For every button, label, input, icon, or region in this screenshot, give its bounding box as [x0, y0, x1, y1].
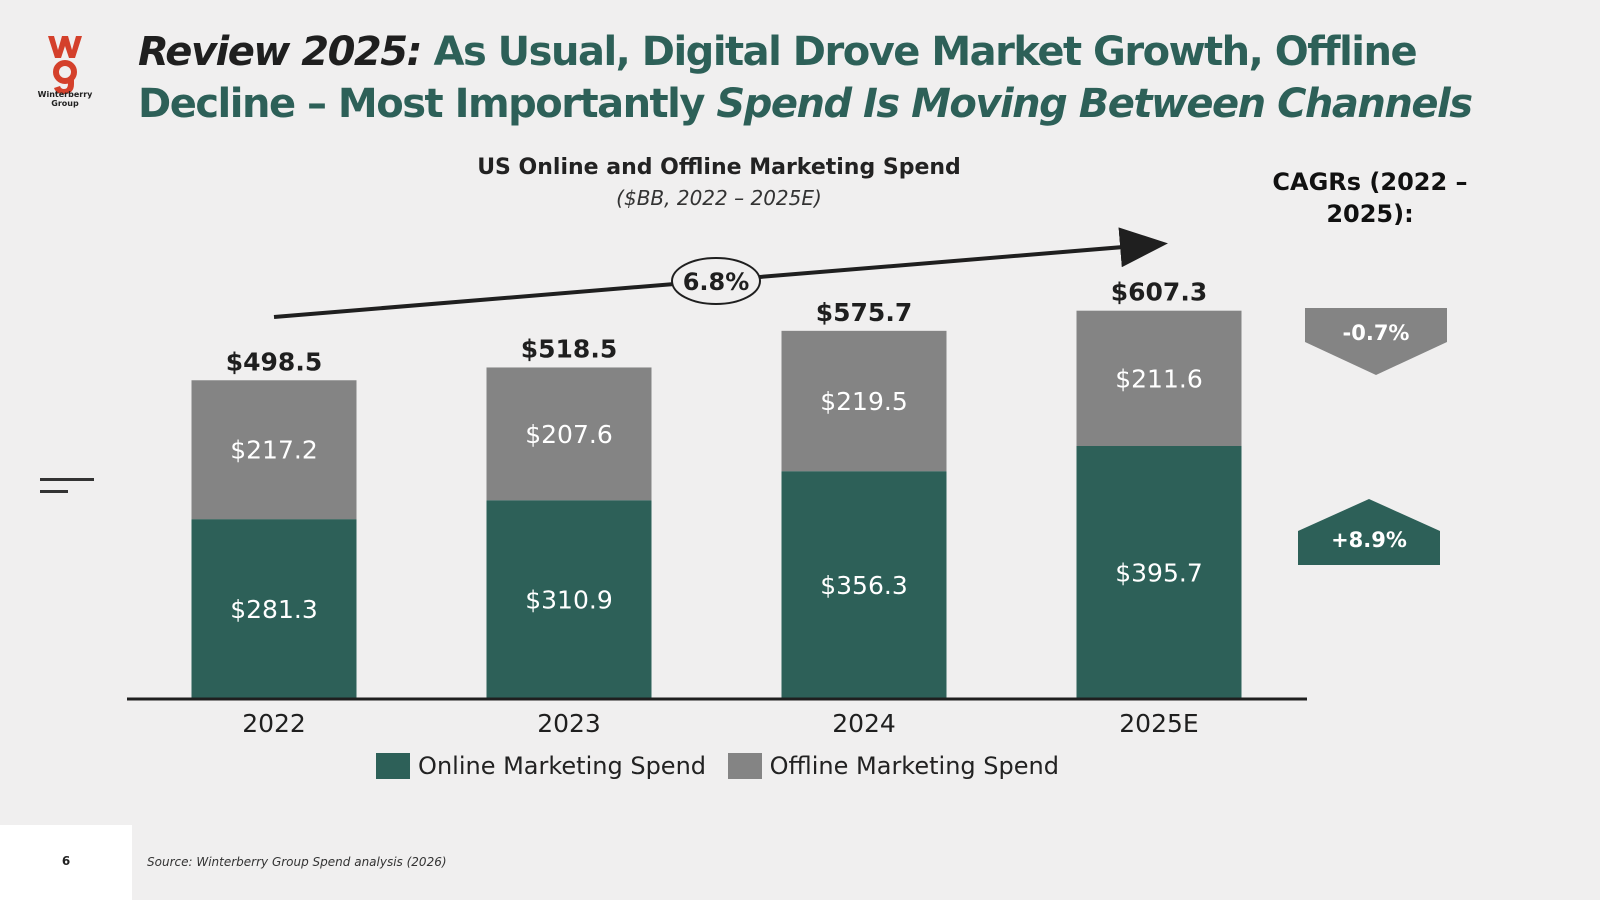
chart-title: US Online and Offline Marketing Spend: [477, 155, 961, 180]
title-lead: Review 2025:: [138, 29, 423, 75]
page-title: Review 2025: As Usual, Digital Drove Mar…: [138, 26, 1578, 130]
total-label-2023: $518.5: [521, 334, 617, 363]
online-cagr-label: +8.9%: [1331, 528, 1407, 552]
x-tick-label-2023: 2023: [537, 709, 601, 738]
title-emphasis: Spend Is Moving Between Channels: [716, 81, 1473, 127]
bar-online-2022: [191, 519, 357, 699]
data-label-online-2022: $281.3: [230, 595, 317, 624]
cagr-total-label: 6.8%: [683, 268, 750, 296]
online-cagr-up-badge: [1298, 499, 1440, 565]
legend-item-offline: Offline Marketing Spend: [727, 752, 1059, 780]
legend-item-online: Online Marketing Spend: [376, 752, 706, 780]
data-label-online-2025E: $395.7: [1115, 558, 1202, 587]
legend-label-offline: Offline Marketing Spend: [769, 752, 1059, 780]
legend-swatch-offline: [727, 753, 762, 779]
decorative-line: [40, 478, 94, 481]
winterberry-logo: [48, 36, 82, 94]
total-label-2024: $575.7: [816, 298, 912, 327]
x-tick-label-2025E: 2025E: [1119, 709, 1198, 738]
decorative-line-short: [40, 490, 68, 493]
data-label-offline-2023: $207.6: [525, 420, 612, 449]
total-label-2022: $498.5: [226, 347, 322, 376]
source-note: Source: Winterberry Group Spend analysis…: [147, 855, 447, 869]
bar-offline-2022: [191, 380, 357, 520]
page-number: 6: [61, 854, 71, 868]
legend-label-online: Online Marketing Spend: [418, 752, 707, 780]
data-label-offline-2025E: $211.6: [1115, 364, 1202, 393]
data-label-offline-2022: $217.2: [230, 436, 317, 465]
logo-text: Winterberry Group: [37, 90, 93, 108]
x-tick-label-2022: 2022: [242, 709, 306, 738]
data-label-online-2023: $310.9: [525, 586, 612, 615]
bar-offline-2023: [486, 367, 652, 501]
bar-online-2024: [781, 471, 947, 699]
page-number-box: [0, 825, 132, 900]
bar-offline-2025E: [1076, 310, 1242, 446]
bar-online-2025E: [1076, 445, 1242, 699]
data-label-offline-2024: $219.5: [820, 387, 907, 416]
data-label-online-2024: $356.3: [820, 571, 907, 600]
offline-cagr-label: -0.7%: [1343, 321, 1410, 345]
total-label-2025E: $607.3: [1111, 278, 1207, 307]
legend-swatch-online: [376, 753, 411, 779]
offline-cagr-down-badge: [1305, 308, 1447, 375]
bar-offline-2024: [781, 330, 947, 472]
x-tick-label-2024: 2024: [832, 709, 896, 738]
bar-online-2023: [486, 500, 652, 699]
chart-legend: Online Marketing Spend Offline Marketing…: [0, 752, 1435, 785]
cagr-total-bubble: [671, 257, 761, 305]
cagr-title: CAGRs (2022 – 2025):: [1272, 168, 1468, 228]
title-rest: As Usual, Digital Drove Market Growth, O…: [138, 29, 1418, 127]
chart-subtitle: ($BB, 2022 – 2025E): [616, 186, 822, 210]
